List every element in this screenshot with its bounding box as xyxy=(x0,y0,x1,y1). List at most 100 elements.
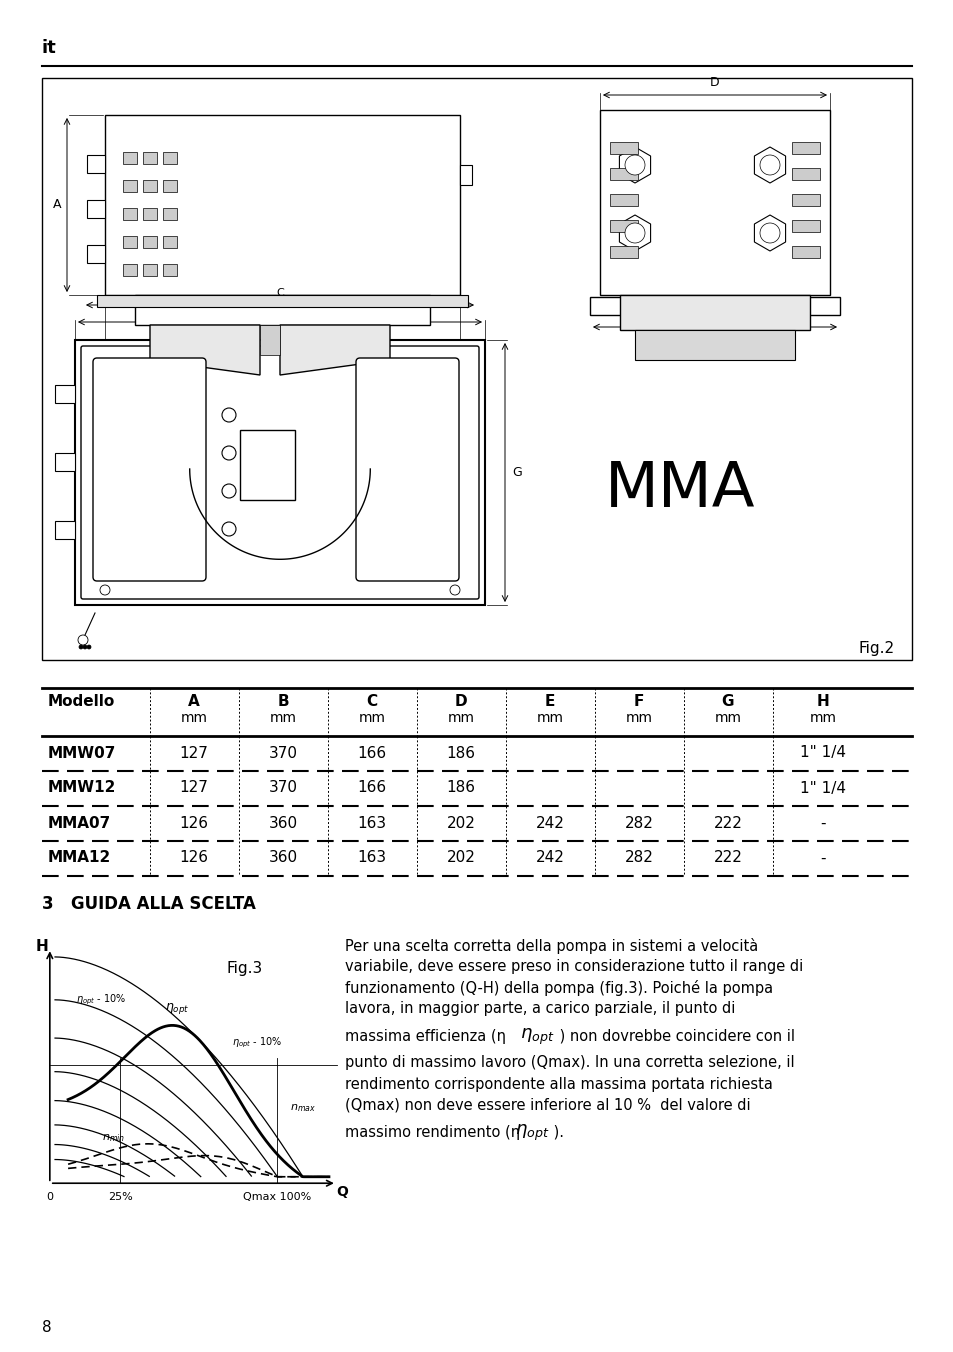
Text: 0: 0 xyxy=(47,1192,53,1202)
Text: E: E xyxy=(544,694,555,708)
Text: (Qmax) non deve essere inferiore al 10 %  del valore di: (Qmax) non deve essere inferiore al 10 %… xyxy=(345,1098,750,1113)
Text: 126: 126 xyxy=(179,850,209,865)
Text: H: H xyxy=(816,694,828,708)
Bar xyxy=(163,180,177,192)
Text: B: B xyxy=(277,353,286,365)
Text: mm: mm xyxy=(358,711,385,725)
Text: rendimento corrispondente alla massima portata richiesta: rendimento corrispondente alla massima p… xyxy=(345,1076,772,1091)
Bar xyxy=(143,264,157,276)
Circle shape xyxy=(83,645,87,649)
Text: ) non dovrebbe coincidere con il: ) non dovrebbe coincidere con il xyxy=(555,1029,794,1044)
Text: -: - xyxy=(820,815,825,830)
Text: MMA07: MMA07 xyxy=(48,815,112,830)
Bar xyxy=(87,155,105,173)
Circle shape xyxy=(222,522,235,535)
Circle shape xyxy=(450,585,459,595)
Text: F: F xyxy=(633,694,643,708)
Circle shape xyxy=(222,446,235,460)
Text: A: A xyxy=(188,694,200,708)
Text: 1" 1/4: 1" 1/4 xyxy=(800,745,845,760)
Text: 163: 163 xyxy=(357,815,386,830)
Bar xyxy=(589,297,840,315)
Text: 127: 127 xyxy=(179,780,208,795)
Text: mm: mm xyxy=(536,711,563,725)
Bar xyxy=(599,110,829,295)
Text: 127: 127 xyxy=(179,745,208,760)
Text: punto di massimo lavoro (Qmax). In una corretta selezione, il: punto di massimo lavoro (Qmax). In una c… xyxy=(345,1056,794,1071)
Text: 25%: 25% xyxy=(108,1192,132,1202)
Text: mm: mm xyxy=(180,711,208,725)
Bar xyxy=(635,330,794,360)
Text: ).: ). xyxy=(548,1125,563,1140)
Bar xyxy=(75,339,484,604)
Text: 360: 360 xyxy=(268,815,297,830)
Bar xyxy=(260,324,280,356)
Text: $\eta_{opt}$ - 10%: $\eta_{opt}$ - 10% xyxy=(76,992,126,1007)
Text: it: it xyxy=(42,39,56,57)
Bar xyxy=(42,78,911,660)
Bar xyxy=(87,245,105,264)
Text: 222: 222 xyxy=(713,815,741,830)
Text: 360: 360 xyxy=(268,850,297,865)
Text: -: - xyxy=(820,850,825,865)
Text: 186: 186 xyxy=(446,745,475,760)
Text: 370: 370 xyxy=(268,745,297,760)
Text: Modello: Modello xyxy=(48,695,115,710)
FancyBboxPatch shape xyxy=(92,358,206,581)
Text: $n_{max}$: $n_{max}$ xyxy=(290,1102,315,1114)
Text: G: G xyxy=(512,465,521,479)
Text: D: D xyxy=(709,76,720,88)
Text: variabile, deve essere preso in considerazione tutto il range di: variabile, deve essere preso in consider… xyxy=(345,960,802,975)
Text: mm: mm xyxy=(714,711,740,725)
Text: Per una scelta corretta della pompa in sistemi a velocità: Per una scelta corretta della pompa in s… xyxy=(345,938,758,955)
Text: mm: mm xyxy=(809,711,836,725)
Circle shape xyxy=(79,645,83,649)
Bar xyxy=(459,165,472,185)
Text: MMW07: MMW07 xyxy=(48,745,116,760)
Bar xyxy=(609,220,638,233)
Bar xyxy=(105,115,459,295)
Circle shape xyxy=(760,155,780,174)
Text: lavora, in maggior parte, a carico parziale, il punto di: lavora, in maggior parte, a carico parzi… xyxy=(345,1002,735,1017)
Text: MMA: MMA xyxy=(604,460,755,521)
Bar xyxy=(143,180,157,192)
Text: 242: 242 xyxy=(535,815,564,830)
Text: H: H xyxy=(35,938,49,953)
Bar xyxy=(55,521,75,539)
Text: 1" 1/4: 1" 1/4 xyxy=(800,780,845,795)
Text: 186: 186 xyxy=(446,780,475,795)
Text: D: D xyxy=(455,694,467,708)
Text: MMW12: MMW12 xyxy=(48,780,116,795)
Text: F: F xyxy=(276,303,283,316)
Text: massima efficienza (η: massima efficienza (η xyxy=(345,1029,505,1044)
Text: $\eta_{opt}$: $\eta_{opt}$ xyxy=(515,1124,549,1142)
Text: E: E xyxy=(710,334,719,346)
Text: Fig.2: Fig.2 xyxy=(858,641,894,656)
Text: $n_{min}$: $n_{min}$ xyxy=(102,1132,125,1144)
FancyBboxPatch shape xyxy=(355,358,458,581)
Bar xyxy=(163,237,177,247)
Circle shape xyxy=(624,223,644,243)
Text: MMA12: MMA12 xyxy=(48,850,112,865)
Circle shape xyxy=(100,585,110,595)
Text: A: A xyxy=(52,199,61,211)
Bar xyxy=(55,385,75,403)
Text: mm: mm xyxy=(447,711,474,725)
Text: 242: 242 xyxy=(535,850,564,865)
Text: B: B xyxy=(277,694,289,708)
FancyBboxPatch shape xyxy=(81,346,478,599)
Polygon shape xyxy=(150,324,260,375)
Text: 370: 370 xyxy=(268,780,297,795)
Circle shape xyxy=(222,484,235,498)
Text: 282: 282 xyxy=(624,815,653,830)
Text: 163: 163 xyxy=(357,850,386,865)
Bar xyxy=(123,237,137,247)
Text: Fig.3: Fig.3 xyxy=(227,961,263,976)
Bar xyxy=(609,168,638,180)
Bar xyxy=(791,246,820,258)
Bar xyxy=(143,151,157,164)
Text: 202: 202 xyxy=(446,815,475,830)
Bar xyxy=(143,208,157,220)
Circle shape xyxy=(78,635,88,645)
Bar xyxy=(163,151,177,164)
